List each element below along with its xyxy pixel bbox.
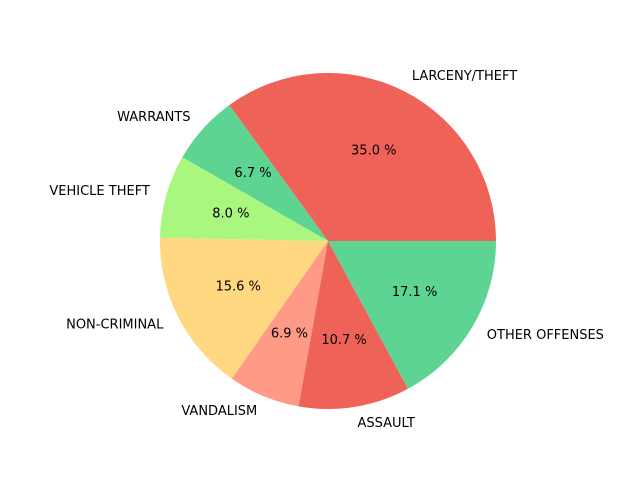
pie-slice-non-criminal bbox=[160, 237, 328, 379]
pie-slice-other-offenses bbox=[328, 241, 496, 389]
category-label-assault: ASSAULT bbox=[357, 416, 414, 431]
pct-label-vandalism: 6.9 % bbox=[271, 327, 308, 342]
pie-slice-vehicle-theft bbox=[160, 157, 328, 241]
category-labels: LARCENY/THEFT WARRANTS VEHICLE THEFT NON-CR… bbox=[49, 69, 604, 431]
pie-slices bbox=[160, 73, 496, 409]
percentage-labels: 35.0 % 6.7 % 8.0 % 15.6 % 6.9 % 10.7 % 17.1 % bbox=[212, 144, 437, 348]
pct-label-assault: 10.7 % bbox=[321, 333, 366, 348]
category-label-warrants: WARRANTS bbox=[117, 110, 190, 125]
pie-slice-assault bbox=[298, 241, 409, 409]
category-label-larceny-theft: LARCENY/THEFT bbox=[412, 69, 517, 84]
pct-label-warrants: 6.7 % bbox=[234, 166, 271, 181]
pie-slice-larceny-theft bbox=[229, 73, 496, 241]
pie-slice-vandalism bbox=[231, 241, 328, 407]
pct-label-larceny-theft: 35.0 % bbox=[351, 144, 396, 159]
category-label-vehicle-theft: VEHICLE THEFT bbox=[49, 184, 150, 199]
pct-label-vehicle-theft: 8.0 % bbox=[212, 207, 249, 222]
category-label-vandalism: VANDALISM bbox=[181, 404, 257, 419]
pie-slice-warrants bbox=[182, 105, 328, 241]
category-label-non-criminal: NON-CRIMINAL bbox=[66, 317, 164, 332]
pct-label-other-offenses: 17.1 % bbox=[392, 285, 437, 300]
category-label-other-offenses: OTHER OFFENSES bbox=[487, 328, 604, 343]
pct-label-non-criminal: 15.6 % bbox=[215, 279, 260, 294]
